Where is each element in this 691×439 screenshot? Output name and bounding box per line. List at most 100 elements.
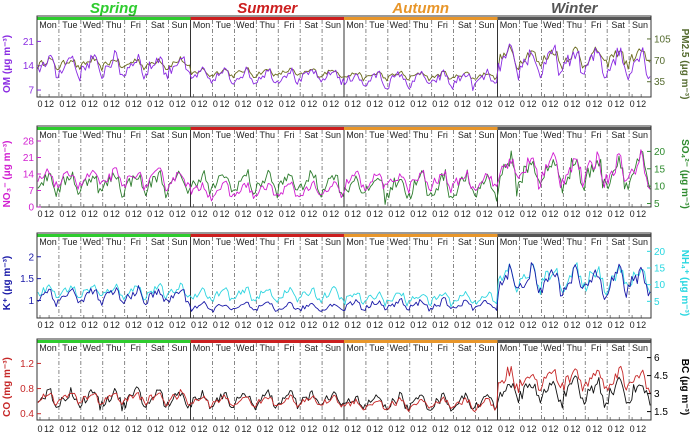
day-label: Fri xyxy=(591,237,602,247)
day-label: Sun xyxy=(632,130,648,140)
day-label: Sun xyxy=(479,130,495,140)
hour-tick-label: 12 xyxy=(373,209,383,219)
hour-tick-label: 0 xyxy=(257,99,262,109)
left-axis-label: K⁺ (μg m⁻³) xyxy=(2,256,13,310)
day-label: Sun xyxy=(479,20,495,30)
hour-tick-label: 0 xyxy=(520,320,525,330)
day-label: Sun xyxy=(632,20,648,30)
day-label: Sun xyxy=(479,343,495,353)
day-label: Wed xyxy=(83,237,101,247)
series-line-k- xyxy=(37,262,651,313)
day-label: Thu xyxy=(259,237,275,247)
hour-tick-label: 12 xyxy=(176,209,186,219)
day-label: Thu xyxy=(106,237,122,247)
hour-tick-label: 0 xyxy=(520,99,525,109)
hour-tick-label: 12 xyxy=(263,99,273,109)
hour-tick-label: 0 xyxy=(564,424,569,434)
hour-tick-label: 0 xyxy=(59,99,64,109)
hour-tick-label: 12 xyxy=(548,209,558,219)
hour-tick-label: 12 xyxy=(66,320,76,330)
day-label: Sat xyxy=(304,20,318,30)
hour-tick-label: 12 xyxy=(263,320,273,330)
day-label: Mon xyxy=(39,237,57,247)
hour-tick-label: 12 xyxy=(110,424,120,434)
hour-tick-label: 12 xyxy=(417,424,427,434)
day-label: Mon xyxy=(193,237,211,247)
season-bar-summer xyxy=(190,17,344,20)
right-axis-label: NH₄⁺ (μg m⁻³) xyxy=(679,250,690,316)
hour-tick-label: 12 xyxy=(132,424,142,434)
hour-tick-label: 12 xyxy=(592,424,602,434)
hour-tick-label: 0 xyxy=(344,320,349,330)
day-label: Mon xyxy=(500,20,518,30)
hour-tick-label: 0 xyxy=(586,424,591,434)
hour-tick-label: 12 xyxy=(219,209,229,219)
season-title-autumn: Autumn xyxy=(391,0,449,17)
hour-tick-label: 12 xyxy=(461,209,471,219)
hour-tick-label: 12 xyxy=(88,209,98,219)
hour-tick-label: 0 xyxy=(498,99,503,109)
hour-tick-label: 0 xyxy=(169,209,174,219)
hour-tick-label: 12 xyxy=(329,99,339,109)
hour-tick-label: 0 xyxy=(257,209,262,219)
hour-tick-label: 0 xyxy=(542,209,547,219)
hour-tick-label: 0 xyxy=(564,209,569,219)
hour-tick-label: 0 xyxy=(37,209,42,219)
right-axis-label: SO₄²⁻ (μg m⁻³) xyxy=(679,139,690,209)
hour-tick-label: 12 xyxy=(395,99,405,109)
hour-tick-label: 12 xyxy=(614,99,624,109)
hour-tick-label: 0 xyxy=(147,209,152,219)
hour-tick-label: 0 xyxy=(630,99,635,109)
hour-tick-label: 0 xyxy=(608,209,613,219)
day-label: Sat xyxy=(304,237,318,247)
day-label: Mon xyxy=(39,20,57,30)
hour-tick-label: 12 xyxy=(307,209,317,219)
day-label: Fri xyxy=(591,20,602,30)
hour-tick-label: 0 xyxy=(608,99,613,109)
hour-tick-label: 0 xyxy=(323,320,328,330)
hour-tick-label: 12 xyxy=(636,99,646,109)
hour-tick-label: 0 xyxy=(608,320,613,330)
hour-tick-label: 0 xyxy=(81,209,86,219)
hour-tick-label: 0 xyxy=(81,99,86,109)
hour-tick-label: 12 xyxy=(526,209,536,219)
day-label: Thu xyxy=(259,343,275,353)
day-label: Sat xyxy=(304,130,318,140)
day-label: Sat xyxy=(151,343,165,353)
hour-tick-label: 12 xyxy=(44,209,54,219)
day-label: Fri xyxy=(130,130,141,140)
hour-tick-label: 0 xyxy=(169,424,174,434)
hour-tick-label: 0 xyxy=(279,320,284,330)
day-label: Sat xyxy=(611,343,625,353)
hour-tick-label: 0 xyxy=(630,424,635,434)
hour-tick-label: 12 xyxy=(483,424,493,434)
hour-tick-label: 0 xyxy=(366,320,371,330)
hour-tick-label: 0 xyxy=(586,320,591,330)
hour-tick-label: 12 xyxy=(570,320,580,330)
day-label: Thu xyxy=(566,130,582,140)
day-label: Thu xyxy=(106,20,122,30)
hour-tick-label: 0 xyxy=(454,424,459,434)
hour-tick-label: 12 xyxy=(241,424,251,434)
series-line-nh4- xyxy=(37,262,651,308)
hour-tick-label: 0 xyxy=(59,424,64,434)
hour-tick-label: 0 xyxy=(213,209,218,219)
day-label: Wed xyxy=(390,130,408,140)
hour-tick-label: 0 xyxy=(432,320,437,330)
left-axis-tick-label: 1.2 xyxy=(20,359,34,370)
hour-tick-label: 12 xyxy=(219,320,229,330)
right-axis-label: PM2.5 (μg m⁻³) xyxy=(679,29,690,100)
hour-tick-label: 0 xyxy=(279,209,284,219)
hour-tick-label: 12 xyxy=(241,99,251,109)
hour-tick-label: 12 xyxy=(439,320,449,330)
series-line-co xyxy=(37,365,651,413)
day-label: Mon xyxy=(193,343,211,353)
day-label: Wed xyxy=(236,130,254,140)
day-label: Thu xyxy=(566,343,582,353)
day-label: Mon xyxy=(39,343,57,353)
hour-tick-label: 12 xyxy=(592,99,602,109)
left-axis-tick-label: 1 xyxy=(28,296,34,307)
hour-tick-label: 12 xyxy=(636,209,646,219)
hour-tick-label: 12 xyxy=(154,99,164,109)
day-label: Fri xyxy=(130,237,141,247)
